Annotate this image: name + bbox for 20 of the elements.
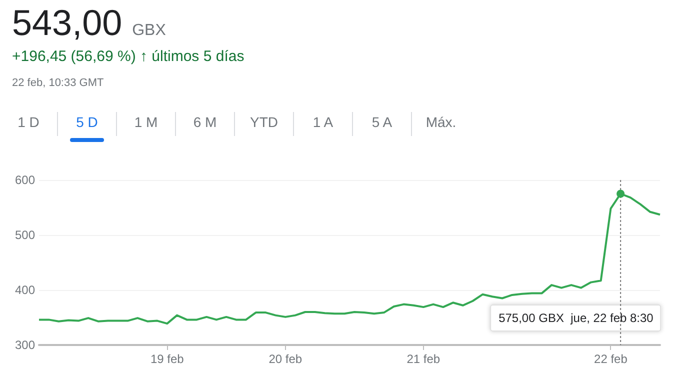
y-tick-label: 300 <box>14 338 36 352</box>
text: 1 D <box>16 113 40 132</box>
x-tick-label: 21 feb <box>406 352 440 366</box>
text: 22 feb, 10:33 GMT <box>12 77 104 89</box>
chart-title: 543,00 GBX <box>12 2 166 43</box>
text: 1 M <box>116 112 175 136</box>
text: 1 A <box>293 112 352 136</box>
text: 5 A <box>352 112 411 136</box>
y-tick-label: 600 <box>14 173 36 187</box>
annotation: 575,00 GBX jue, 22 feb 8:30 <box>498 311 654 325</box>
x-tick-label: 20 feb <box>268 352 302 366</box>
chart-subtitle: +196,45 (56,69 %) ↑ últimos 5 días <box>12 48 244 65</box>
x-tick-label: 19 feb <box>150 352 184 366</box>
text: YTD <box>234 112 293 136</box>
text: Máx. <box>411 112 470 136</box>
text: 6 M <box>175 112 234 136</box>
y-tick-label: 400 <box>14 283 36 297</box>
y-tick-label: 500 <box>14 228 36 242</box>
x-tick-label: 22 feb <box>594 352 628 366</box>
text: 5 D <box>57 112 116 136</box>
